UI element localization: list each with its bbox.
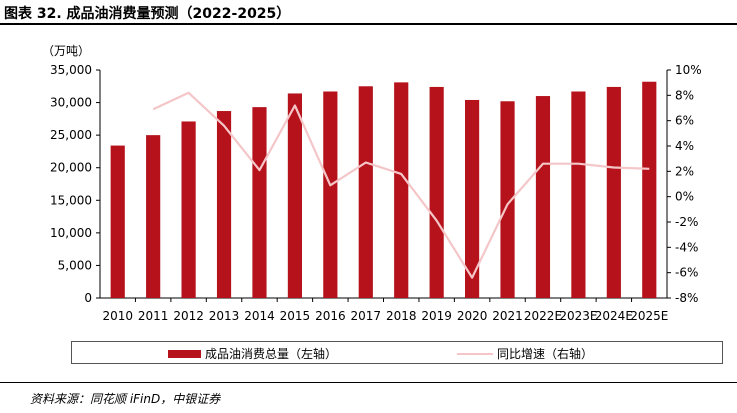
consumption-bar: [535, 96, 551, 298]
left-tick-label: 5,000: [58, 258, 92, 272]
right-tick-label: -8%: [675, 291, 698, 305]
consumption-bar: [606, 86, 621, 299]
left-axis-unit: （万吨）: [42, 44, 90, 58]
right-tick-label: 4%: [675, 139, 694, 153]
consumption-bar: [287, 93, 302, 298]
x-tick-label: 2024E: [595, 309, 633, 323]
x-tick-label: 2010: [102, 309, 133, 323]
consumption-bar: [181, 121, 196, 298]
consumption-bar: [146, 135, 161, 298]
x-tick-label: 2017: [351, 309, 382, 323]
x-tick-label: 2013: [209, 309, 240, 323]
left-tick-label: 25,000: [50, 128, 92, 142]
right-tick-label: 2%: [675, 164, 694, 178]
right-tick-label: 8%: [675, 88, 694, 102]
source-note: 资料来源：同花顺 iFinD，中银证券: [30, 392, 221, 406]
consumption-bar: [500, 101, 515, 298]
x-tick-label: 2014: [244, 309, 275, 323]
combo-chart: 0 5,000 10,000 15,000 20,000 25,000 30,000 35,0…: [42, 44, 702, 323]
x-tick-label: 2020: [457, 309, 488, 323]
x-tick-label: 2023E: [559, 309, 597, 323]
legend-swatch-line: [457, 352, 493, 355]
growth-rate-line: [152, 91, 650, 279]
legend-label-consumption: 成品油消费总量（左轴）: [205, 347, 338, 361]
consumption-bar: [429, 86, 444, 299]
left-tick-label: 15,000: [50, 193, 92, 207]
x-tick-label: 2019: [421, 309, 452, 323]
x-tick-label: 2015: [280, 309, 311, 323]
chart-legend: 成品油消费总量（左轴） 同比增速（右轴）: [71, 341, 723, 364]
consumption-bar: [110, 145, 125, 298]
figure-title: 图表 32. 成品油消费量预测（2022-2025）: [4, 6, 291, 22]
footer-divider: [0, 382, 737, 383]
consumption-bar: [465, 99, 480, 298]
legend-label-growth: 同比增速（右轴）: [497, 347, 594, 361]
x-tick-label: 2021: [492, 309, 523, 323]
right-tick-label: -2%: [675, 215, 698, 229]
left-tick-label: 30,000: [50, 96, 92, 110]
right-tick-label: 0%: [675, 190, 694, 204]
legend-swatch-bar: [168, 349, 201, 358]
consumption-bar: [571, 91, 586, 298]
right-tick-label: 10%: [675, 63, 702, 77]
x-tick-label: 2022E: [524, 309, 562, 323]
legend-item-growth: 同比增速（右轴）: [457, 345, 593, 362]
right-tick-label: -6%: [675, 266, 698, 280]
legend-item-consumption: 成品油消费总量（左轴）: [168, 345, 337, 362]
left-tick-label: 20,000: [50, 161, 92, 175]
consumption-bar: [216, 111, 232, 298]
x-tick-label: 2011: [138, 309, 169, 323]
right-tick-label: 6%: [675, 114, 694, 128]
x-tick-label: 2025E: [630, 309, 668, 323]
consumption-bar: [252, 107, 267, 298]
consumption-bar: [394, 82, 409, 299]
right-tick-label: -4%: [675, 240, 698, 254]
left-tick-label: 10,000: [50, 226, 92, 240]
x-tick-label: 2012: [173, 309, 204, 323]
consumption-bar: [358, 86, 373, 299]
x-tick-label: 2016: [315, 309, 346, 323]
title-divider: [0, 23, 737, 25]
left-tick-label: 0: [84, 291, 92, 305]
consumption-bar: [642, 81, 657, 299]
left-tick-label: 35,000: [50, 63, 92, 77]
x-tick-label: 2018: [386, 309, 417, 323]
consumption-bar: [323, 91, 338, 298]
